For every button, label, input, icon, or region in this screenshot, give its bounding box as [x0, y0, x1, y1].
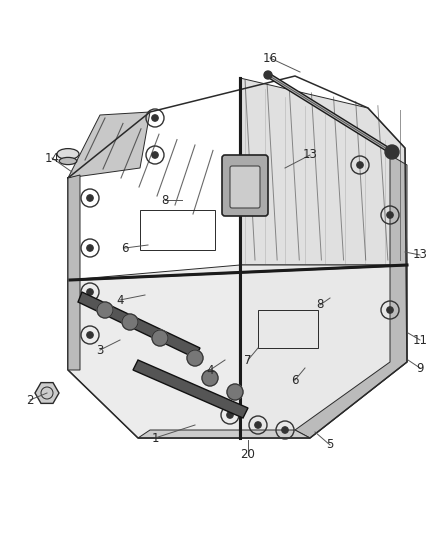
Polygon shape — [138, 430, 310, 438]
Circle shape — [227, 384, 243, 400]
Text: 13: 13 — [303, 149, 318, 161]
Text: 8: 8 — [316, 298, 324, 311]
Text: 7: 7 — [244, 353, 252, 367]
Polygon shape — [295, 155, 407, 438]
Circle shape — [264, 71, 272, 79]
Circle shape — [152, 152, 158, 158]
Text: 4: 4 — [116, 294, 124, 306]
Polygon shape — [240, 265, 407, 438]
Circle shape — [187, 350, 203, 366]
Text: 13: 13 — [413, 248, 427, 262]
Ellipse shape — [57, 149, 79, 159]
Circle shape — [152, 330, 168, 346]
Polygon shape — [68, 175, 80, 370]
Circle shape — [202, 370, 218, 386]
Text: 6: 6 — [121, 241, 129, 254]
Text: 11: 11 — [413, 334, 427, 346]
Text: 6: 6 — [291, 374, 299, 386]
Circle shape — [387, 212, 393, 218]
Polygon shape — [133, 360, 248, 418]
Text: 3: 3 — [96, 343, 104, 357]
Circle shape — [152, 115, 158, 121]
FancyBboxPatch shape — [222, 155, 268, 216]
Text: 20: 20 — [240, 448, 255, 462]
Circle shape — [97, 302, 113, 318]
Text: 9: 9 — [416, 361, 424, 375]
Text: 16: 16 — [262, 52, 278, 64]
Circle shape — [87, 332, 93, 338]
Polygon shape — [78, 292, 200, 358]
Text: 8: 8 — [161, 193, 169, 206]
Circle shape — [227, 412, 233, 418]
Text: 4: 4 — [206, 364, 214, 376]
Polygon shape — [68, 112, 150, 178]
Text: 2: 2 — [26, 393, 34, 407]
Polygon shape — [240, 78, 407, 265]
Circle shape — [255, 422, 261, 428]
Circle shape — [87, 195, 93, 201]
Text: 1: 1 — [151, 432, 159, 445]
Ellipse shape — [59, 157, 77, 165]
Text: 5: 5 — [326, 439, 334, 451]
FancyBboxPatch shape — [230, 166, 260, 208]
Circle shape — [87, 289, 93, 295]
Circle shape — [87, 245, 93, 251]
Circle shape — [122, 314, 138, 330]
Circle shape — [282, 427, 288, 433]
Polygon shape — [35, 383, 59, 403]
Circle shape — [385, 145, 399, 159]
Text: 14: 14 — [45, 151, 60, 165]
Polygon shape — [68, 265, 240, 438]
Circle shape — [387, 307, 393, 313]
Circle shape — [357, 162, 363, 168]
